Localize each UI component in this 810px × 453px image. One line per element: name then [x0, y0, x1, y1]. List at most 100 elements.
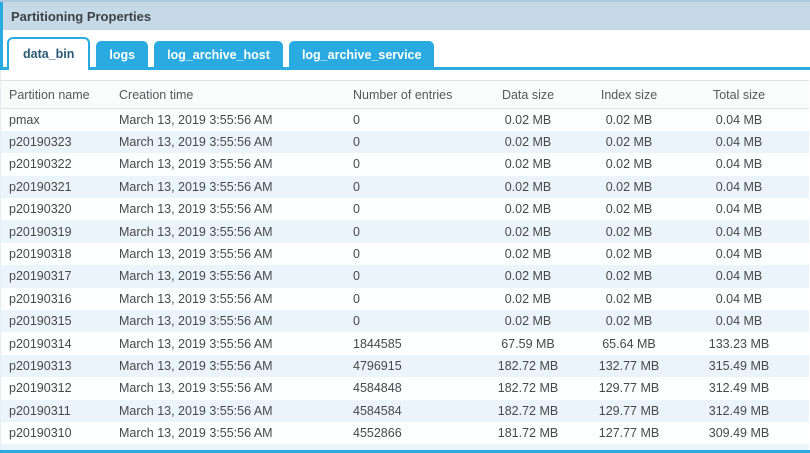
tab-logs[interactable]: logs — [96, 40, 149, 70]
cell-data-size: 0.02 MB — [504, 157, 552, 172]
cell-partition-name: p20190314 — [9, 336, 72, 351]
table-row: pmax March 13, 2019 3:55:56 AM 0 0.02 MB 0.0… — [1, 108, 809, 131]
cell-total-size: 0.04 MB — [715, 291, 763, 306]
column-header-creation-time: Creation time — [111, 80, 345, 109]
cell-creation-time: March 13, 2019 3:55:56 AM — [119, 336, 273, 351]
cell-creation-time: March 13, 2019 3:55:56 AM — [119, 247, 273, 262]
cell-total-size: 0.04 MB — [715, 247, 763, 262]
cell-creation-time: March 13, 2019 3:55:56 AM — [119, 403, 273, 418]
cell-data-size: 0.02 MB — [504, 202, 552, 217]
cell-number-of-entries: 4552866 — [353, 426, 402, 441]
cell-index-size: 65.64 MB — [602, 336, 656, 351]
cell-total-size: 0.04 MB — [715, 224, 763, 239]
cell-index-size: 132.77 MB — [598, 358, 660, 373]
table-row: p20190312 March 13, 2019 3:55:56 AM 458484… — [1, 377, 809, 400]
cell-total-size: 0.04 MB — [715, 179, 763, 194]
cell-number-of-entries: 0 — [353, 224, 360, 239]
cell-number-of-entries: 0 — [353, 291, 360, 306]
cell-number-of-entries: 0 — [353, 179, 360, 194]
cell-index-size: 0.02 MB — [605, 314, 653, 329]
panel-left-accent — [0, 2, 3, 70]
cell-number-of-entries: 4584584 — [353, 403, 402, 418]
cell-number-of-entries: 0 — [353, 247, 360, 262]
cell-creation-time: March 13, 2019 3:55:56 AM — [119, 291, 273, 306]
cell-total-size: 0.04 MB — [715, 202, 763, 217]
table-row: p20190314 March 13, 2019 3:55:56 AM 184458… — [1, 332, 809, 355]
table-row: p20190319 March 13, 2019 3:55:56 AM 0 0.02 … — [1, 220, 809, 243]
partitions-table: Partition name Creation time Number of ent… — [1, 80, 809, 445]
cell-creation-time: March 13, 2019 3:55:56 AM — [119, 112, 273, 127]
tab-log_archive_host[interactable]: log_archive_host — [154, 40, 283, 70]
panel-titlebar: Partitioning Properties — [0, 2, 810, 30]
tab-log_archive_service[interactable]: log_archive_service — [288, 40, 435, 70]
table-row: p20190320 March 13, 2019 3:55:56 AM 0 0.02 … — [1, 198, 809, 221]
table-row: p20190316 March 13, 2019 3:55:56 AM 0 0.02 … — [1, 287, 809, 311]
cell-data-size: 181.72 MB — [497, 426, 559, 441]
cell-data-size: 0.02 MB — [504, 314, 552, 329]
cell-partition-name: p20190317 — [9, 269, 72, 284]
cell-number-of-entries: 0 — [353, 269, 360, 284]
cell-number-of-entries: 0 — [353, 314, 360, 329]
cell-total-size: 0.04 MB — [715, 314, 763, 329]
cell-data-size: 67.59 MB — [501, 336, 555, 351]
table-row: p20190322 March 13, 2019 3:55:56 AM 0 0.02 … — [1, 153, 809, 176]
partial-next-row — [1, 444, 809, 451]
cell-partition-name: p20190321 — [9, 179, 72, 194]
cell-partition-name: pmax — [9, 112, 40, 127]
cell-data-size: 0.02 MB — [504, 247, 552, 262]
cell-total-size: 315.49 MB — [708, 358, 770, 373]
table-row: p20190321 March 13, 2019 3:55:56 AM 0 0.02 … — [1, 175, 809, 199]
cell-partition-name: p20190311 — [9, 403, 71, 418]
cell-partition-name: p20190312 — [9, 381, 72, 396]
table-row: p20190318 March 13, 2019 3:55:56 AM 0 0.02 … — [1, 242, 809, 266]
cell-partition-name: p20190318 — [9, 247, 72, 262]
cell-data-size: 0.02 MB — [504, 291, 552, 306]
tab-strip-tabs: data_bin logs log_archive_host log_archive_… — [7, 36, 435, 70]
cell-total-size: 312.49 MB — [708, 381, 770, 396]
cell-partition-name: p20190322 — [9, 157, 72, 172]
cell-number-of-entries: 0 — [353, 112, 360, 127]
cell-creation-time: March 13, 2019 3:55:56 AM — [119, 358, 273, 373]
cell-index-size: 0.02 MB — [605, 224, 653, 239]
cell-partition-name: p20190313 — [9, 358, 72, 373]
cell-total-size: 312.49 MB — [708, 403, 770, 418]
cell-total-size: 0.04 MB — [715, 135, 763, 150]
cell-creation-time: March 13, 2019 3:55:56 AM — [119, 314, 273, 329]
column-header-total-size: Total size — [669, 80, 809, 109]
table-row: p20190313 March 13, 2019 3:55:56 AM 479691… — [1, 354, 809, 378]
cell-number-of-entries: 0 — [353, 135, 360, 150]
cell-data-size: 0.02 MB — [504, 112, 552, 127]
tab-data_bin[interactable]: data_bin — [7, 36, 91, 70]
cell-index-size: 0.02 MB — [605, 269, 653, 284]
cell-total-size: 0.04 MB — [715, 269, 763, 284]
cell-number-of-entries: 4796915 — [353, 358, 402, 373]
cell-partition-name: p20190310 — [9, 426, 72, 441]
table-row: p20190311 March 13, 2019 3:55:56 AM 458458… — [1, 399, 809, 422]
cell-creation-time: March 13, 2019 3:55:56 AM — [119, 426, 273, 441]
cell-partition-name: p20190316 — [9, 291, 72, 306]
cell-index-size: 0.02 MB — [605, 247, 653, 262]
column-header-partition-name: Partition name — [1, 80, 111, 109]
table-row: p20190310 March 13, 2019 3:55:56 AM 455286… — [1, 421, 809, 445]
table-row: p20190315 March 13, 2019 3:55:56 AM 0 0.02 … — [1, 310, 809, 333]
cell-total-size: 0.04 MB — [715, 157, 763, 172]
cell-creation-time: March 13, 2019 3:55:56 AM — [119, 179, 273, 194]
cell-creation-time: March 13, 2019 3:55:56 AM — [119, 202, 273, 217]
tab-content: Partition name Creation time Number of ent… — [0, 70, 810, 451]
cell-index-size: 0.02 MB — [605, 112, 653, 127]
cell-creation-time: March 13, 2019 3:55:56 AM — [119, 135, 273, 150]
partitions-table-header: Partition name Creation time Number of ent… — [1, 80, 809, 109]
cell-index-size: 0.02 MB — [605, 179, 653, 194]
cell-data-size: 0.02 MB — [504, 135, 552, 150]
cell-total-size: 0.04 MB — [715, 112, 763, 127]
cell-creation-time: March 13, 2019 3:55:56 AM — [119, 381, 273, 396]
cell-total-size: 133.23 MB — [708, 336, 770, 351]
cell-data-size: 0.02 MB — [504, 269, 552, 284]
cell-partition-name: p20190320 — [9, 202, 72, 217]
cell-number-of-entries: 4584848 — [353, 381, 402, 396]
column-header-number-of-entries: Number of entries — [345, 80, 467, 109]
header-row: Partition name Creation time Number of ent… — [1, 80, 809, 109]
cell-index-size: 0.02 MB — [605, 135, 653, 150]
table-row: p20190317 March 13, 2019 3:55:56 AM 0 0.02 … — [1, 265, 809, 288]
